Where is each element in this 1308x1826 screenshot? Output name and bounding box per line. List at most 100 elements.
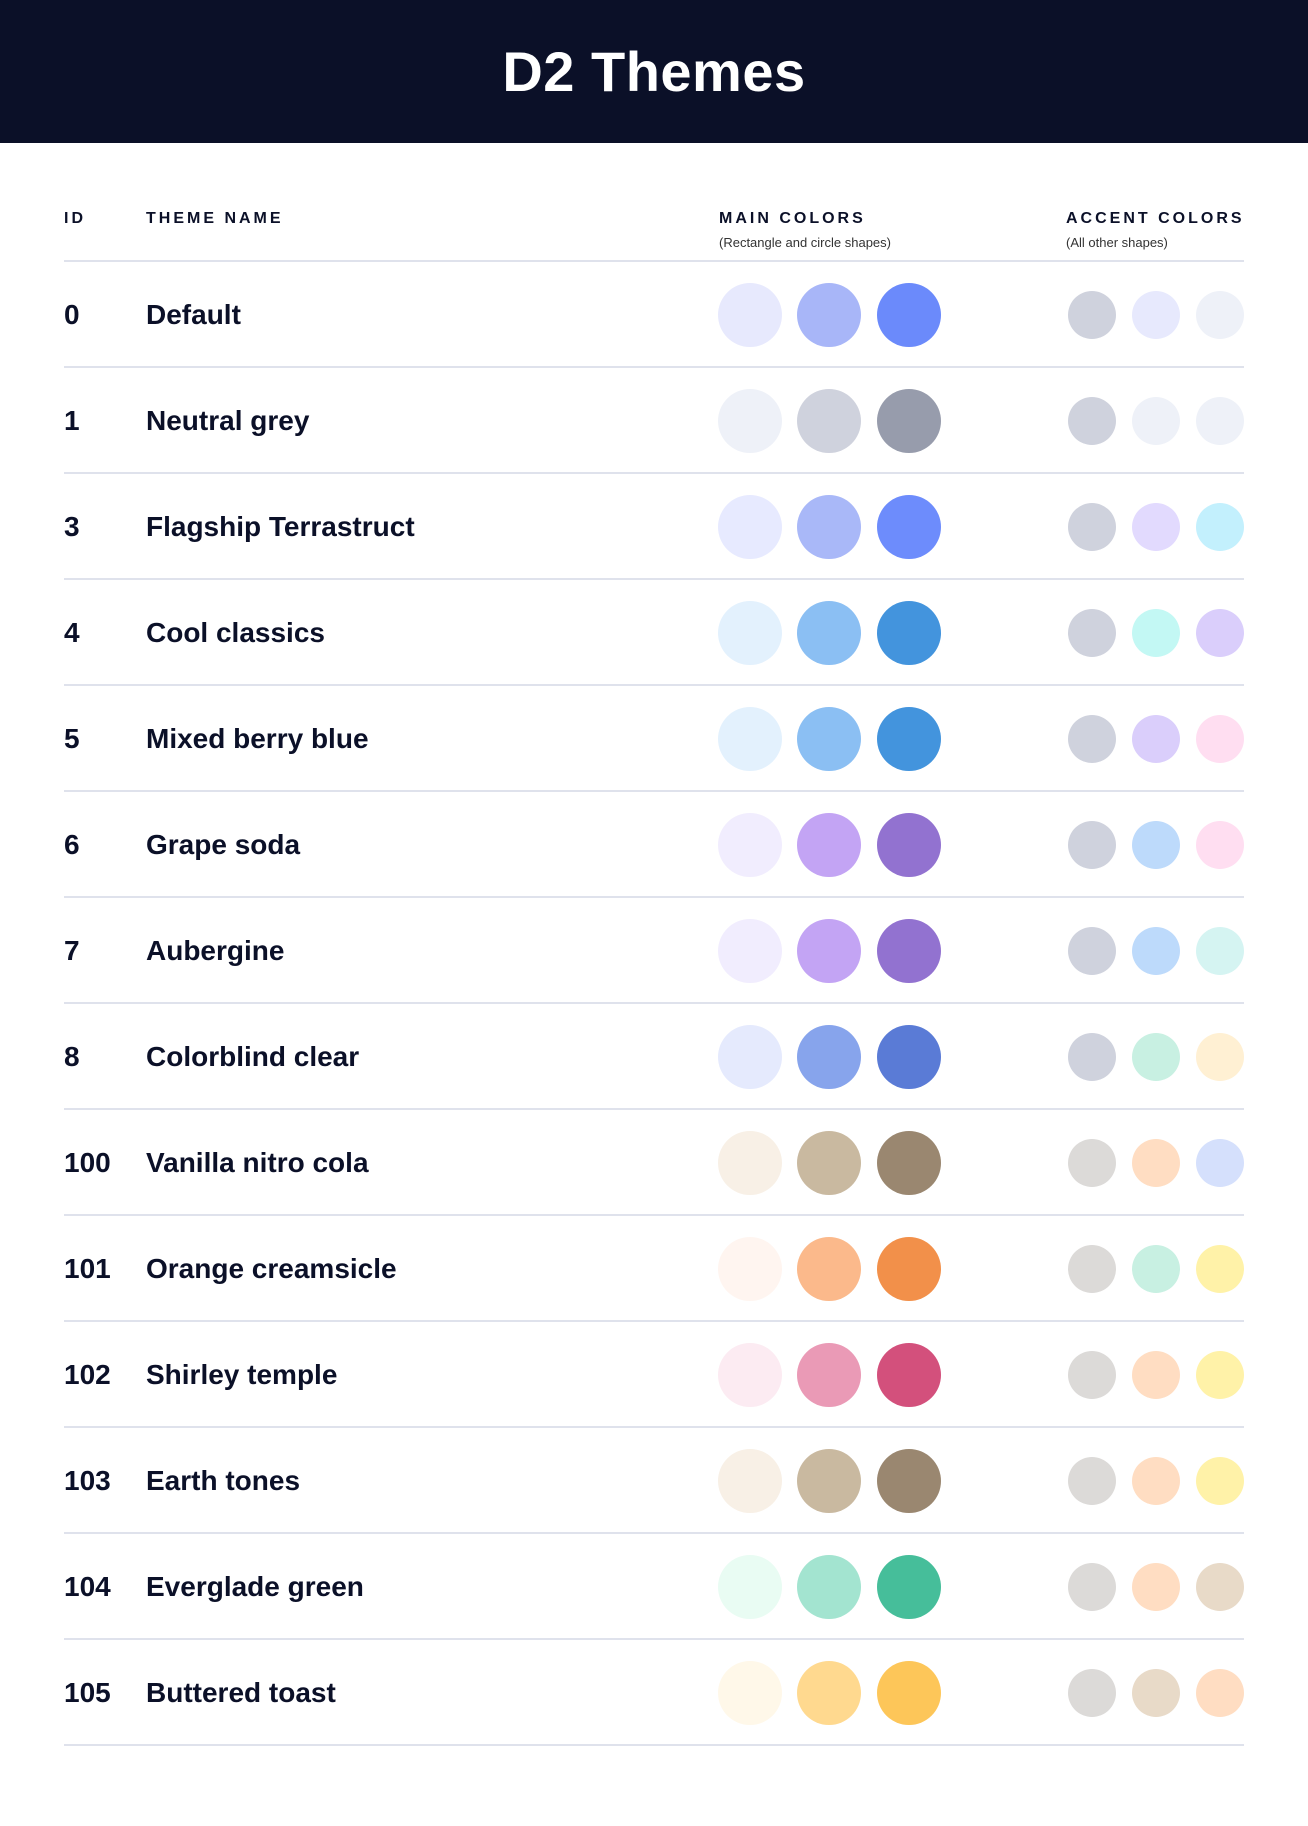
main-color-swatch bbox=[877, 1661, 941, 1725]
theme-name: Default bbox=[146, 299, 241, 330]
theme-id: 7 bbox=[64, 935, 80, 966]
accent-color-swatch bbox=[1196, 927, 1244, 975]
row-divider bbox=[64, 366, 1244, 368]
main-color-swatch bbox=[797, 1449, 861, 1513]
accent-color-swatch bbox=[1196, 609, 1244, 657]
accent-color-swatch bbox=[1068, 1563, 1116, 1611]
table-row: 1 Neutral grey bbox=[0, 368, 1308, 474]
accent-color-swatch bbox=[1196, 503, 1244, 551]
main-color-swatch bbox=[877, 1343, 941, 1407]
table-row: 3 Flagship Terrastruct bbox=[0, 474, 1308, 580]
accent-color-swatch bbox=[1068, 1245, 1116, 1293]
column-header-main-colors: MAIN COLORS bbox=[719, 210, 866, 227]
main-color-swatch bbox=[718, 1449, 782, 1513]
row-divider bbox=[64, 790, 1244, 792]
accent-color-swatch bbox=[1196, 821, 1244, 869]
accent-color-swatch bbox=[1068, 1351, 1116, 1399]
table-row: 8 Colorblind clear bbox=[0, 1004, 1308, 1110]
row-divider bbox=[64, 578, 1244, 580]
table-row: 7 Aubergine bbox=[0, 898, 1308, 1004]
header-divider bbox=[64, 260, 1244, 262]
accent-color-swatch bbox=[1068, 503, 1116, 551]
theme-id: 3 bbox=[64, 511, 80, 542]
row-divider bbox=[64, 1320, 1244, 1322]
theme-name: Earth tones bbox=[146, 1465, 301, 1496]
main-color-swatch bbox=[877, 919, 941, 983]
main-color-swatch bbox=[877, 1237, 941, 1301]
row-divider bbox=[64, 1426, 1244, 1428]
table-row: 102 Shirley temple bbox=[0, 1322, 1308, 1428]
main-color-swatch bbox=[718, 919, 782, 983]
theme-name: Buttered toast bbox=[146, 1677, 336, 1708]
table-row: 100 Vanilla nitro cola bbox=[0, 1110, 1308, 1216]
column-subheader-accent-colors: (All other shapes) bbox=[1066, 235, 1168, 250]
row-divider bbox=[64, 1744, 1244, 1746]
accent-color-swatch bbox=[1132, 715, 1180, 763]
accent-color-swatch bbox=[1132, 927, 1180, 975]
table-row: 5 Mixed berry blue bbox=[0, 686, 1308, 792]
accent-color-swatch bbox=[1068, 1457, 1116, 1505]
table-row: 6 Grape soda bbox=[0, 792, 1308, 898]
main-color-swatch bbox=[877, 1555, 941, 1619]
theme-name: Neutral grey bbox=[146, 405, 310, 436]
accent-color-swatch bbox=[1132, 503, 1180, 551]
accent-color-swatch bbox=[1132, 1245, 1180, 1293]
main-color-swatch bbox=[877, 495, 941, 559]
row-divider bbox=[64, 1214, 1244, 1216]
accent-color-swatch bbox=[1132, 609, 1180, 657]
row-divider bbox=[64, 896, 1244, 898]
theme-id: 101 bbox=[64, 1253, 111, 1284]
table-row: 103 Earth tones bbox=[0, 1428, 1308, 1534]
column-header-id: ID bbox=[64, 210, 86, 227]
theme-id: 105 bbox=[64, 1677, 111, 1708]
accent-color-swatch bbox=[1132, 397, 1180, 445]
main-color-swatch bbox=[877, 283, 941, 347]
theme-name: Mixed berry blue bbox=[146, 723, 369, 754]
main-color-swatch bbox=[718, 707, 782, 771]
row-divider bbox=[64, 472, 1244, 474]
theme-name: Orange creamsicle bbox=[146, 1253, 397, 1284]
main-color-swatch bbox=[797, 1555, 861, 1619]
main-color-swatch bbox=[797, 707, 861, 771]
main-color-swatch bbox=[718, 1131, 782, 1195]
main-color-swatch bbox=[797, 919, 861, 983]
main-color-swatch bbox=[797, 601, 861, 665]
table-row: 104 Everglade green bbox=[0, 1534, 1308, 1640]
theme-name: Vanilla nitro cola bbox=[146, 1147, 369, 1178]
accent-color-swatch bbox=[1132, 1457, 1180, 1505]
main-color-swatch bbox=[797, 1237, 861, 1301]
main-color-swatch bbox=[718, 813, 782, 877]
accent-color-swatch bbox=[1196, 1563, 1244, 1611]
accent-color-swatch bbox=[1196, 1669, 1244, 1717]
accent-color-swatch bbox=[1196, 291, 1244, 339]
theme-id: 102 bbox=[64, 1359, 111, 1390]
accent-color-swatch bbox=[1068, 821, 1116, 869]
theme-name: Shirley temple bbox=[146, 1359, 338, 1390]
main-color-swatch bbox=[718, 1025, 782, 1089]
main-color-swatch bbox=[718, 495, 782, 559]
theme-id: 104 bbox=[64, 1571, 111, 1602]
row-divider bbox=[64, 1532, 1244, 1534]
accent-color-swatch bbox=[1068, 927, 1116, 975]
main-color-swatch bbox=[718, 1343, 782, 1407]
accent-color-swatch bbox=[1196, 1245, 1244, 1293]
accent-color-swatch bbox=[1132, 1139, 1180, 1187]
theme-id: 0 bbox=[64, 299, 80, 330]
main-color-swatch bbox=[718, 283, 782, 347]
main-color-swatch bbox=[797, 495, 861, 559]
table-row: 101 Orange creamsicle bbox=[0, 1216, 1308, 1322]
main-color-swatch bbox=[877, 389, 941, 453]
main-color-swatch bbox=[877, 707, 941, 771]
main-color-swatch bbox=[877, 1025, 941, 1089]
main-color-swatch bbox=[718, 1237, 782, 1301]
main-color-swatch bbox=[797, 1661, 861, 1725]
accent-color-swatch bbox=[1132, 1563, 1180, 1611]
column-header-accent-colors: ACCENT COLORS bbox=[1066, 210, 1245, 227]
theme-id: 5 bbox=[64, 723, 80, 754]
theme-id: 4 bbox=[64, 617, 80, 648]
theme-name: Colorblind clear bbox=[146, 1041, 360, 1072]
theme-id: 103 bbox=[64, 1465, 111, 1496]
row-divider bbox=[64, 1638, 1244, 1640]
main-color-swatch bbox=[797, 1131, 861, 1195]
table-row: 105 Buttered toast bbox=[0, 1640, 1308, 1746]
